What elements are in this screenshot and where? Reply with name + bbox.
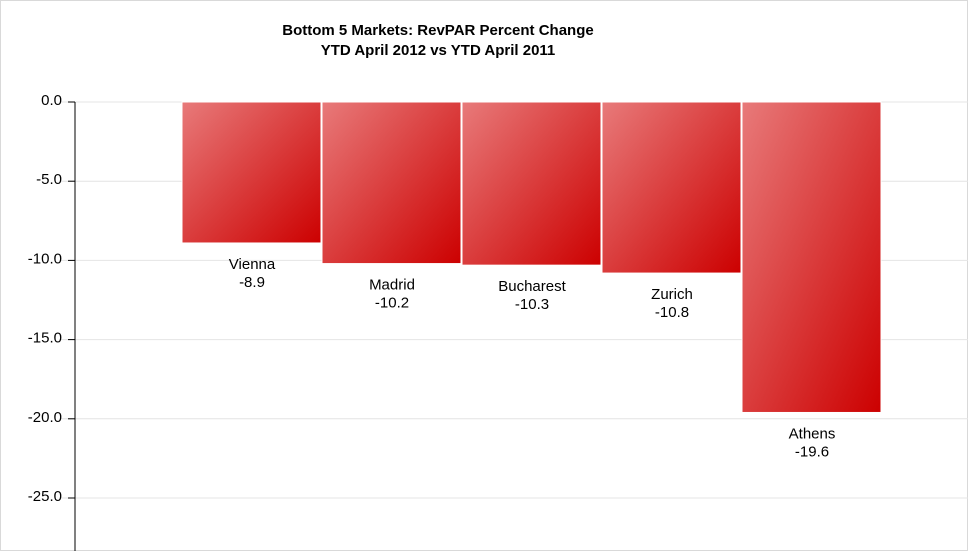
category-label: Vienna (229, 256, 276, 273)
y-tick-label: -25.0 (28, 488, 62, 505)
bar (601, 101, 742, 274)
category-label: Zurich (651, 286, 693, 303)
data-label: -8.9 (239, 274, 265, 291)
data-label: -19.6 (795, 443, 829, 460)
data-label: -10.8 (655, 304, 689, 321)
bar (321, 101, 462, 265)
y-tick-label: 0.0 (41, 92, 62, 109)
bar (181, 101, 322, 244)
category-label: Bucharest (498, 278, 566, 295)
data-label: -10.2 (375, 295, 409, 312)
category-label: Madrid (369, 277, 415, 294)
chart-title: Bottom 5 Markets: RevPAR Percent Change (282, 22, 593, 39)
category-label: Athens (789, 425, 836, 442)
bar (461, 101, 602, 266)
y-tick-label: -10.0 (28, 250, 62, 267)
y-tick-label: -5.0 (36, 171, 62, 188)
y-tick-label: -20.0 (28, 409, 62, 426)
data-label: -10.3 (515, 296, 549, 313)
bar (741, 101, 882, 413)
y-tick-label: -15.0 (28, 330, 62, 347)
chart-subtitle: YTD April 2012 vs YTD April 2011 (321, 42, 556, 59)
